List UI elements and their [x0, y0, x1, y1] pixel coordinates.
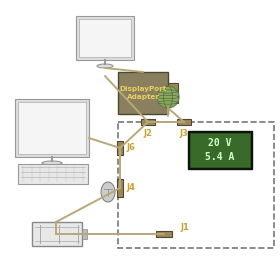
Bar — [118, 122, 274, 248]
Text: J2: J2 — [144, 128, 152, 138]
Bar — [156, 231, 172, 237]
Bar — [32, 222, 82, 246]
Bar — [18, 164, 88, 184]
Text: J6: J6 — [127, 144, 136, 153]
Bar — [18, 102, 86, 154]
Bar — [79, 19, 131, 57]
Bar — [82, 229, 87, 239]
Bar — [117, 141, 123, 155]
Text: DisplayPort
Adapter: DisplayPort Adapter — [119, 86, 167, 100]
Bar — [118, 72, 168, 114]
Bar — [190, 133, 250, 167]
Bar — [117, 179, 123, 197]
Bar — [168, 83, 178, 103]
Ellipse shape — [157, 86, 179, 108]
Bar — [15, 99, 89, 157]
Text: J4: J4 — [127, 184, 136, 192]
Ellipse shape — [42, 161, 62, 165]
Bar — [177, 119, 191, 125]
Text: J3: J3 — [180, 128, 188, 138]
Bar — [141, 119, 155, 125]
Bar — [76, 16, 134, 60]
Text: 20 V
5.4 A: 20 V 5.4 A — [205, 138, 235, 162]
Ellipse shape — [101, 182, 115, 202]
Text: J1: J1 — [181, 224, 190, 232]
Bar — [188, 131, 252, 169]
Ellipse shape — [97, 64, 113, 68]
